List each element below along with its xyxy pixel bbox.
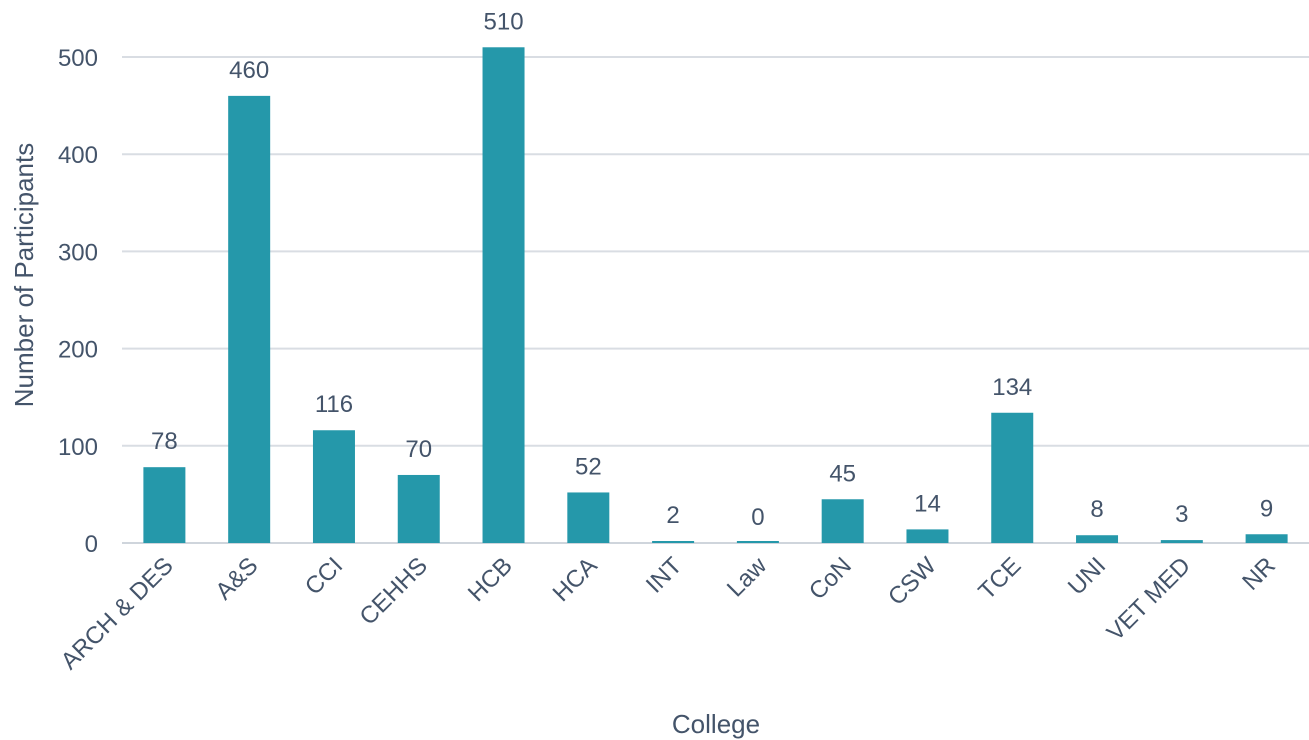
y-axis-ticks: 0 100 200 300 400 500 <box>58 45 98 558</box>
x-tick-label: TCE <box>973 552 1026 605</box>
x-tick-label: CSW <box>883 552 942 611</box>
data-label: 14 <box>914 490 941 517</box>
y-tick-label: 500 <box>58 45 98 72</box>
bar <box>906 529 949 543</box>
bar <box>143 467 186 543</box>
bar <box>567 492 610 543</box>
bar <box>312 430 355 543</box>
gridlines <box>122 56 1309 544</box>
bar <box>991 412 1034 543</box>
y-tick-label: 400 <box>58 142 98 169</box>
bar <box>1160 540 1203 543</box>
x-tick-label: HCB <box>463 552 518 607</box>
data-label: 0 <box>751 504 764 531</box>
bar <box>1245 534 1288 543</box>
x-tick-label: CCI <box>300 552 348 600</box>
data-label: 460 <box>229 57 269 84</box>
bar <box>821 499 864 543</box>
bar <box>652 541 695 543</box>
x-tick-label: INT <box>641 552 688 599</box>
data-label: 9 <box>1260 495 1273 522</box>
bar <box>1076 535 1119 543</box>
x-tick-label: A&S <box>210 552 263 605</box>
x-tick-label: ARCH & DES <box>56 552 179 675</box>
data-label: 8 <box>1090 496 1103 523</box>
x-tick-label: NR <box>1237 552 1281 596</box>
data-label: 134 <box>992 374 1032 401</box>
y-tick-label: 0 <box>85 531 98 558</box>
x-tick-label: CoN <box>804 552 857 605</box>
y-tick-label: 200 <box>58 337 98 364</box>
data-label: 3 <box>1175 501 1188 528</box>
data-label: 2 <box>666 502 679 529</box>
data-label: 78 <box>151 428 178 455</box>
data-label: 70 <box>405 436 432 463</box>
bar <box>397 474 440 543</box>
y-tick-label: 300 <box>58 239 98 266</box>
data-label: 52 <box>575 453 602 480</box>
bar <box>228 95 271 543</box>
bar <box>482 47 525 543</box>
x-tick-label: UNI <box>1063 552 1111 600</box>
bars <box>143 47 1288 543</box>
x-axis-title: College <box>672 709 760 739</box>
bar <box>736 541 779 543</box>
x-axis-ticks: ARCH & DES A&S CCI CEHHS HCB HCA INT Law CoN CSW T… <box>56 552 1281 675</box>
data-label: 116 <box>315 391 353 418</box>
data-label: 510 <box>484 8 524 35</box>
y-axis-title: Number of Participants <box>9 143 39 407</box>
y-tick-label: 100 <box>58 434 98 461</box>
x-tick-label: CEHHS <box>354 552 432 630</box>
x-tick-label: Law <box>722 552 773 603</box>
data-labels: 78 460 116 70 510 52 2 0 45 14 134 8 3 9 <box>151 8 1273 531</box>
x-tick-label: VET MED <box>1102 552 1196 646</box>
data-label: 45 <box>829 460 856 487</box>
x-tick-label: HCA <box>548 552 603 607</box>
